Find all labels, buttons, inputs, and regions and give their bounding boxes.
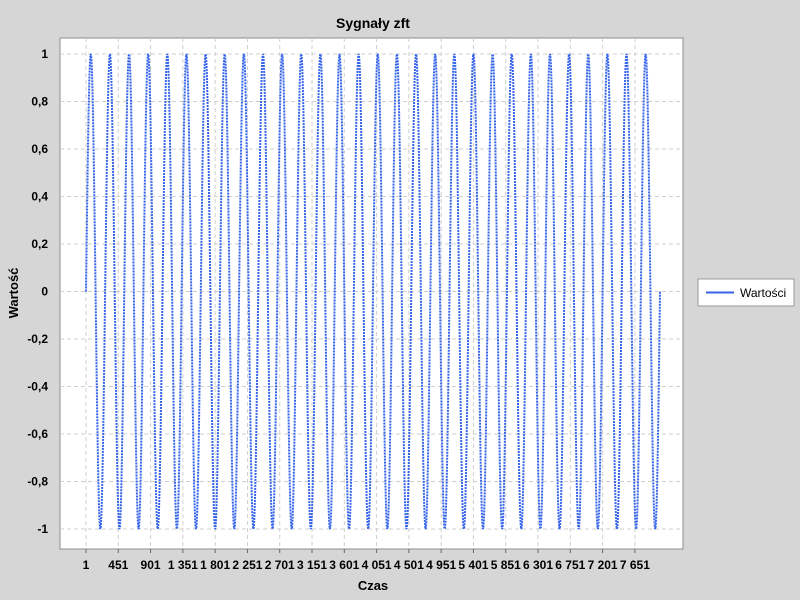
y-tick-label: -0,4: [27, 380, 48, 394]
x-tick-label: 2 251: [232, 558, 262, 572]
x-tick-label: 6 301: [523, 558, 553, 572]
x-tick-label: 1 351: [168, 558, 198, 572]
x-tick-label: 4 951: [426, 558, 456, 572]
y-tick-label: 0,6: [31, 142, 48, 156]
x-tick-label: 3 601: [329, 558, 359, 572]
x-tick-label: 7 651: [620, 558, 650, 572]
x-tick-label: 2 701: [265, 558, 295, 572]
y-ticks-layer: 1 0,8 0,6 0,4 0,2 0 -0,2 -0,4 -0,6 -0,8 -1: [27, 47, 48, 536]
x-tick-label: 5 401: [458, 558, 488, 572]
y-tick-label: -1: [37, 522, 48, 536]
legend-label: Wartości: [740, 286, 786, 300]
y-tick-label: 0: [41, 285, 48, 299]
x-tick-label: 5 851: [491, 558, 521, 572]
x-tick-label: 1: [83, 558, 90, 572]
chart-title: Sygnały zft: [336, 15, 410, 31]
y-tick-label: 0,4: [31, 190, 48, 204]
y-tick-label: 1: [41, 47, 48, 61]
y-tick-label: -0,8: [27, 475, 48, 489]
x-tick-label: 901: [141, 558, 161, 572]
x-tick-label: 6 751: [555, 558, 585, 572]
legend: Wartości: [697, 278, 795, 307]
x-tick-label: 4 051: [362, 558, 392, 572]
x-tick-label: 4 501: [394, 558, 424, 572]
x-axis-title: Czas: [358, 578, 388, 593]
y-axis-title: Wartość: [6, 268, 21, 319]
x-tick-label: 1 801: [200, 558, 230, 572]
y-tick-label: 0,8: [31, 95, 48, 109]
x-tick-label: 7 201: [588, 558, 618, 572]
x-tick-label: 3 151: [297, 558, 327, 572]
y-tick-label: 0,2: [31, 237, 48, 251]
y-tick-label: -0,2: [27, 332, 48, 346]
grid-layer: [60, 38, 683, 549]
y-tick-label: -0,6: [27, 427, 48, 441]
x-tick-label: 451: [108, 558, 128, 572]
x-ticks-layer: 1 451 901 1 351 1 801 2 251 2 701 3 151 3 601 4 0…: [83, 549, 650, 572]
